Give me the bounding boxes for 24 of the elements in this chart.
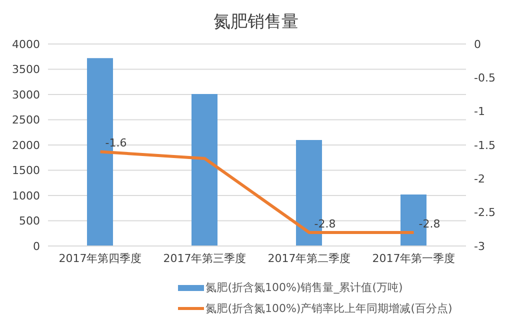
- legend-label: 氮肥(折含氮100%)销售量_累计值(万吨): [206, 280, 403, 295]
- y2-tick-label: -1: [474, 105, 485, 118]
- x-tick-label: 2017年第二季度: [268, 252, 351, 265]
- y-tick-label: 3500: [12, 63, 40, 76]
- y-tick-label: 0: [33, 240, 40, 253]
- y2-tick-label: 0: [474, 38, 481, 51]
- x-tick-label: 2017年第四季度: [58, 252, 142, 265]
- y-tick-label: 4000: [12, 38, 40, 51]
- y2-tick-label: -0.5: [474, 72, 496, 85]
- y2-tick-label: -3: [474, 240, 485, 253]
- x-tick-label: 2017年第三季度: [163, 252, 246, 265]
- y-tick-label: 500: [19, 214, 40, 228]
- bar: [192, 94, 218, 246]
- y-tick-label: 1500: [12, 164, 40, 178]
- y2-tick-label: -2: [474, 172, 485, 186]
- legend-label: 氮肥(折含氮100%)产销率比上年同期增减(百分点): [206, 301, 452, 316]
- x-tick-label: 2017年第一季度: [372, 252, 456, 265]
- y-tick-label: 3000: [12, 88, 40, 102]
- y-tick-label: 1000: [12, 189, 40, 202]
- chart-title: 氮肥销售量: [212, 11, 300, 33]
- y2-tick-label: -1.5: [474, 138, 496, 152]
- y2-tick-label: -2.5: [474, 206, 496, 220]
- y-tick-label: 2500: [12, 114, 40, 127]
- y-tick-label: 2000: [12, 138, 40, 152]
